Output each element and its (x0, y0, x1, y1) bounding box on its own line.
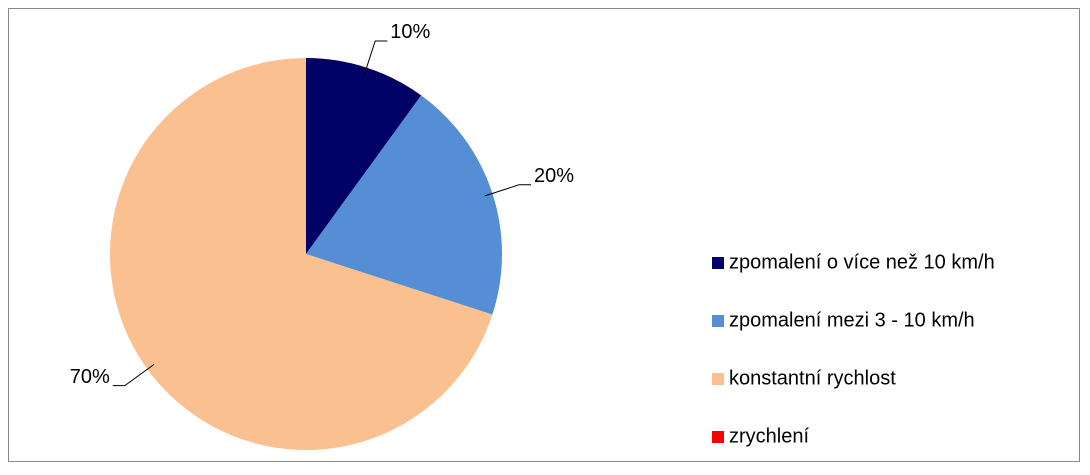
leader-line (484, 184, 532, 197)
data-label: 10% (390, 21, 430, 43)
leader-line (112, 364, 155, 387)
pie-slice (306, 95, 502, 315)
pie-slice (306, 58, 422, 254)
legend-label: zrychlení (729, 425, 809, 447)
legend-label: zpomalení o více než 10 km/h (729, 251, 995, 273)
legend-label: zpomalení mezi 3 - 10 km/h (729, 309, 975, 331)
pie-slice (110, 58, 493, 450)
leader-line (363, 40, 388, 76)
legend-swatch (712, 373, 724, 385)
legend-label: konstantní rychlost (729, 367, 896, 389)
legend-swatch (712, 257, 724, 269)
data-label: 20% (534, 165, 574, 187)
legend-swatch (712, 315, 724, 327)
data-label: 70% (70, 366, 110, 388)
legend-swatch (712, 431, 724, 443)
